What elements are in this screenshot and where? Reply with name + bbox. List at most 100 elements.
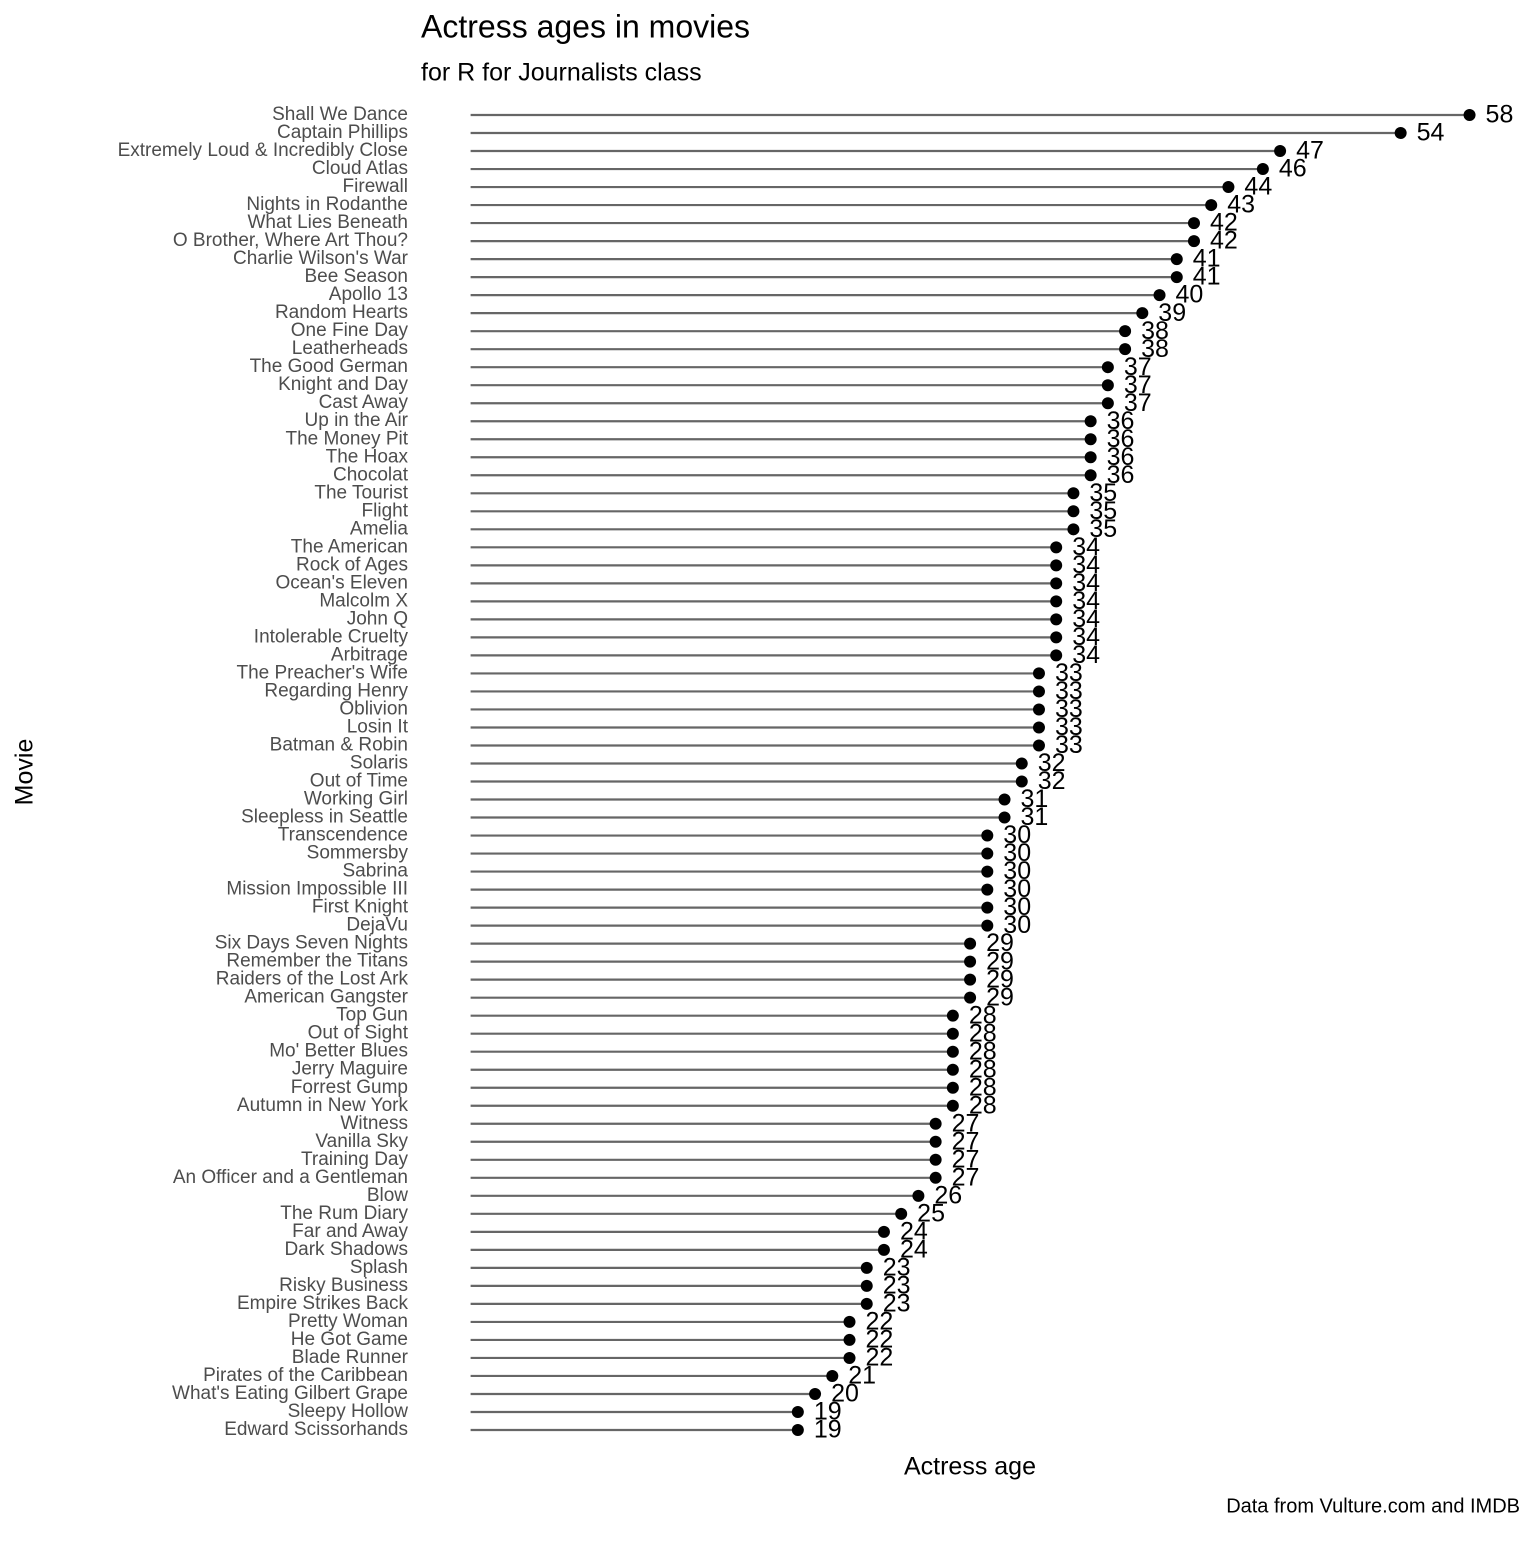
- y-tick-label: American Gangster: [244, 987, 408, 1008]
- dot: [1101, 361, 1114, 374]
- data-label: 21: [848, 1362, 876, 1390]
- dot: [946, 1063, 959, 1076]
- y-tick-label: Nights in Rodanthe: [246, 194, 408, 215]
- data-label: 30: [1003, 875, 1031, 903]
- dot: [981, 901, 994, 914]
- dot: [1050, 595, 1063, 608]
- y-tick-label: Blade Runner: [292, 1347, 409, 1368]
- data-label: 58: [1486, 101, 1514, 129]
- dot: [1170, 271, 1183, 284]
- dot: [1101, 379, 1114, 392]
- y-tick-label: Sommersby: [307, 843, 409, 864]
- data-label: 30: [1003, 857, 1031, 885]
- y-tick-label: Losin It: [347, 716, 409, 737]
- dot: [1084, 415, 1097, 428]
- y-tick-label: Oblivion: [339, 698, 408, 719]
- chart-subtitle: for R for Journalists class: [421, 59, 702, 87]
- y-tick-label: Captain Phillips: [277, 122, 408, 143]
- y-tick-label: Intolerable Cruelty: [254, 626, 409, 647]
- data-label: 37: [1124, 389, 1152, 417]
- data-label: 29: [986, 929, 1014, 957]
- data-label: 40: [1176, 281, 1204, 309]
- data-label: 28: [969, 1019, 997, 1047]
- y-tick-label: Far and Away: [292, 1221, 408, 1242]
- dot: [1050, 541, 1063, 554]
- dot: [929, 1117, 942, 1130]
- y-tick-label: Batman & Robin: [270, 734, 408, 755]
- y-axis-label: Movie: [11, 739, 39, 806]
- y-tick-label: What Lies Beneath: [247, 212, 408, 233]
- y-tick-label: Firewall: [343, 176, 408, 197]
- y-tick-label: Vanilla Sky: [315, 1131, 408, 1152]
- dot: [860, 1297, 873, 1310]
- dot: [1032, 721, 1045, 734]
- data-label: 23: [883, 1290, 911, 1318]
- y-tick-label: Solaris: [350, 753, 408, 774]
- data-label: 38: [1141, 317, 1169, 345]
- dot: [998, 811, 1011, 824]
- data-label: 20: [831, 1380, 859, 1408]
- dot: [1119, 343, 1132, 356]
- data-label: 36: [1107, 461, 1135, 489]
- dot: [912, 1189, 925, 1202]
- data-label: 35: [1089, 515, 1117, 543]
- dot: [1032, 667, 1045, 680]
- y-tick-label: Sleepy Hollow: [288, 1401, 409, 1422]
- dot: [929, 1135, 942, 1148]
- data-label: 28: [969, 1091, 997, 1119]
- data-label: 41: [1193, 263, 1221, 291]
- dot: [1084, 433, 1097, 446]
- dot: [1101, 397, 1114, 410]
- dot: [946, 1045, 959, 1058]
- data-label: 28: [969, 1037, 997, 1065]
- y-tick-label: Up in the Air: [305, 410, 409, 431]
- y-tick-label: Pirates of the Caribbean: [203, 1365, 408, 1386]
- dot: [981, 865, 994, 878]
- dot: [877, 1225, 890, 1238]
- data-label: 34: [1072, 569, 1100, 597]
- y-tick-label: Extremely Loud & Incredibly Close: [118, 140, 408, 161]
- data-label: 31: [1021, 803, 1049, 831]
- dot: [1050, 577, 1063, 590]
- dot: [1050, 649, 1063, 662]
- dot: [791, 1424, 804, 1436]
- data-label: 37: [1124, 371, 1152, 399]
- dot: [1032, 739, 1045, 752]
- y-tick-label: Rock of Ages: [296, 554, 408, 575]
- data-label: 34: [1072, 587, 1100, 615]
- x-axis-label: Actress age: [904, 1453, 1036, 1481]
- data-label: 36: [1107, 443, 1135, 471]
- y-tick-label: Amelia: [350, 518, 409, 539]
- y-tick-label: Forrest Gump: [291, 1077, 408, 1098]
- dot: [1050, 631, 1063, 644]
- y-tick-label: Risky Business: [279, 1275, 408, 1296]
- dot: [946, 1099, 959, 1112]
- data-label: 24: [900, 1217, 928, 1245]
- y-tick-label: What's Eating Gilbert Grape: [172, 1383, 408, 1404]
- y-tick-label: He Got Game: [291, 1329, 408, 1350]
- dot: [1222, 181, 1235, 194]
- dot: [860, 1261, 873, 1274]
- data-label: 28: [969, 1073, 997, 1101]
- y-tick-label: Arbitrage: [331, 644, 408, 665]
- dot: [1050, 613, 1063, 626]
- dot: [826, 1369, 839, 1382]
- data-label: 23: [883, 1271, 911, 1299]
- dot: [809, 1387, 822, 1400]
- y-tick-label: Remember the Titans: [226, 951, 408, 972]
- y-tick-label: Witness: [340, 1113, 408, 1134]
- y-tick-label: The Preacher's Wife: [236, 662, 408, 683]
- data-label: 29: [986, 983, 1014, 1011]
- y-tick-label: Regarding Henry: [264, 680, 408, 701]
- y-tick-label: Charlie Wilson's War: [233, 248, 409, 269]
- dot: [981, 919, 994, 932]
- dot: [1205, 199, 1218, 212]
- data-label: 30: [1003, 839, 1031, 867]
- dot: [877, 1243, 890, 1256]
- y-tick-label: DejaVu: [346, 915, 408, 936]
- y-tick-label: Leatherheads: [292, 338, 408, 359]
- y-tick-label: Raiders of the Lost Ark: [216, 969, 409, 990]
- y-tick-label: Flight: [362, 500, 409, 521]
- data-label: 28: [969, 1001, 997, 1029]
- data-label: 19: [814, 1416, 842, 1444]
